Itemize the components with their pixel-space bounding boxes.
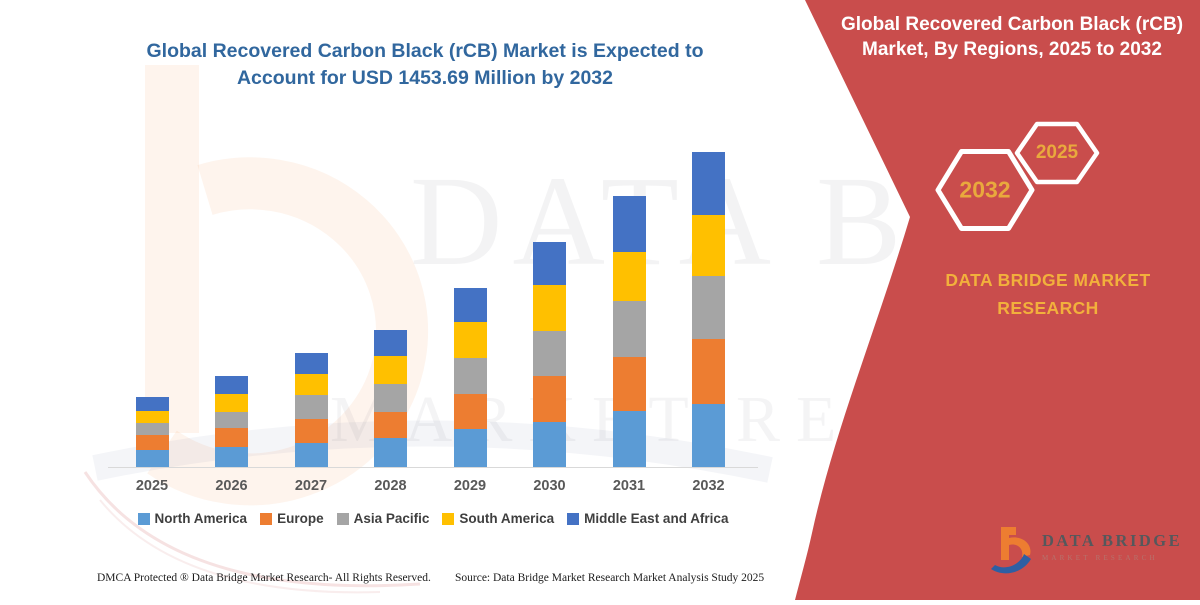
legend-item-middle-east-and-africa: Middle East and Africa (567, 511, 728, 526)
hexagon-year-2032: 2032 (959, 176, 1011, 203)
stacked-bar-2026 (215, 375, 248, 467)
stacked-bar-2025 (135, 396, 169, 467)
side-panel: Global Recovered Carbon Black (rCB) Mark… (780, 0, 1200, 600)
copyright-text: DMCA Protected ® Data Bridge Market Rese… (97, 572, 431, 584)
logo-subname: MARKET RESEARCH (1042, 554, 1158, 562)
x-axis-label-2030: 2030 (533, 478, 566, 494)
hexagon-year-2025: 2025 (1035, 142, 1079, 163)
bar-segment-middle-east-and-africa (692, 151, 725, 215)
bar-segment-europe (294, 418, 328, 443)
bar-segment-south-america (453, 322, 487, 358)
bar-segment-middle-east-and-africa (533, 242, 566, 285)
legend-label: North America (154, 511, 248, 526)
stacked-bar-2030 (533, 242, 566, 467)
bar-segment-middle-east-and-africa (135, 396, 169, 412)
bar-segment-north-america (692, 403, 725, 467)
bar-segment-asia-pacific (692, 276, 725, 339)
logo-name: DATA BRIDGE (1042, 531, 1183, 550)
databridge-logo-icon (991, 527, 1031, 574)
x-axis-label-2032: 2032 (692, 478, 725, 494)
chart-legend: North America Europe Asia Pacific South Ame… (100, 511, 766, 526)
legend-item-asia-pacific: Asia Pacific (336, 511, 430, 526)
brand-text: DATA BRIDGE MARKET RESEARCH (945, 270, 1151, 318)
bar-segment-south-america (612, 251, 646, 302)
bar-segment-asia-pacific (612, 301, 646, 357)
bar-segment-north-america (612, 411, 646, 467)
bar-segment-south-america (533, 284, 566, 331)
bar-segment-middle-east-and-africa (453, 287, 487, 323)
bar-segment-europe (533, 375, 566, 422)
stacked-bar-2027 (294, 352, 328, 467)
bar-segment-asia-pacific (215, 412, 248, 429)
bar-segment-asia-pacific (533, 330, 566, 376)
bar-segment-europe (692, 338, 725, 404)
bar-segment-asia-pacific (294, 395, 328, 419)
stacked-bar-2032 (692, 151, 725, 467)
x-axis-label-2028: 2028 (374, 478, 407, 494)
x-axis-label-2029: 2029 (453, 478, 487, 494)
bar-segment-asia-pacific (374, 384, 407, 412)
bar-segment-north-america (374, 437, 407, 467)
bar-segment-europe (374, 411, 407, 438)
bar-segment-europe (215, 428, 248, 448)
bar-segment-middle-east-and-africa (215, 375, 248, 394)
panel-title: Global Recovered Carbon Black (rCB) Mark… (840, 14, 1184, 61)
hexagon-badges: 2032 2025 (920, 112, 1150, 247)
stacked-bar-plot (108, 147, 758, 468)
side-panel-background (795, 0, 1200, 600)
stacked-bar-2031 (612, 195, 646, 467)
legend-swatch (442, 512, 455, 525)
x-axis-label-2031: 2031 (612, 478, 646, 494)
bar-segment-south-america (692, 214, 725, 277)
legend-swatch (567, 512, 580, 525)
source-text: Source: Data Bridge Market Research Mark… (455, 572, 765, 584)
bar-segment-south-america (215, 393, 248, 413)
bar-segment-asia-pacific (453, 357, 487, 394)
x-axis-label-2027: 2027 (294, 478, 328, 494)
bar-segment-asia-pacific (135, 422, 169, 436)
bar-segment-north-america (453, 429, 487, 467)
legend-item-europe: Europe (260, 511, 324, 526)
bar-segment-north-america (135, 450, 169, 467)
hexagon-outlines (935, 121, 1100, 231)
databridge-logo: DATA BRIDGE MARKET RESEARCH (988, 524, 1182, 578)
bar-segment-south-america (294, 373, 328, 396)
legend-swatch (260, 512, 273, 525)
stacked-bar-2029 (453, 287, 487, 467)
legend-label: Middle East and Africa (584, 511, 729, 526)
legend-swatch (137, 512, 150, 525)
bar-segment-north-america (294, 442, 328, 467)
bar-segment-south-america (374, 356, 407, 385)
chart-title: Global Recovered Carbon Black (rCB) Mark… (146, 40, 704, 89)
bar-segment-europe (612, 356, 646, 412)
bar-segment-north-america (533, 421, 566, 467)
bar-segment-middle-east-and-africa (612, 195, 646, 252)
x-axis-label-2025: 2025 (135, 478, 169, 494)
legend-label: Europe (277, 511, 324, 526)
legend-item-south-america: South America (442, 511, 554, 526)
bar-segment-middle-east-and-africa (294, 352, 328, 374)
x-axis-label-2026: 2026 (215, 478, 248, 494)
legend-swatch (336, 512, 349, 525)
legend-item-north-america: North America (137, 511, 248, 526)
bar-segment-middle-east-and-africa (374, 330, 407, 357)
bar-segment-europe (135, 435, 169, 451)
logo-text-block: DATA BRIDGE MARKET RESEARCH (1042, 531, 1182, 562)
legend-label: South America (459, 511, 555, 526)
stacked-bar-2028 (374, 330, 407, 467)
bar-segment-south-america (135, 411, 169, 423)
legend-label: Asia Pacific (353, 511, 430, 526)
bar-segment-north-america (215, 447, 248, 467)
bar-segment-europe (453, 393, 487, 430)
